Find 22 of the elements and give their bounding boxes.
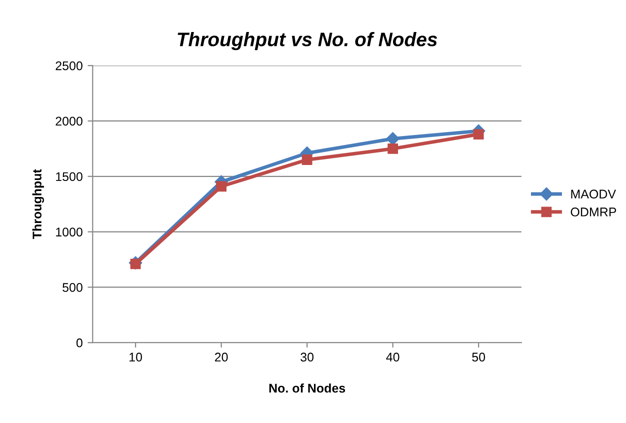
x-tick-label: 30: [300, 352, 314, 362]
x-tick-label: 50: [472, 352, 486, 362]
point: [130, 258, 141, 270]
y-tick-label: 500: [62, 283, 82, 292]
legend-label: MAODV: [571, 190, 616, 198]
point: [386, 132, 400, 146]
x-tick-label: 20: [214, 352, 228, 362]
point: [302, 154, 312, 165]
point: [216, 181, 226, 192]
y-tick-label: 2000: [56, 116, 82, 126]
y-axis-title: Throughput: [32, 169, 44, 240]
point: [473, 129, 484, 140]
y-tick-label: 1000: [56, 228, 82, 236]
y-tick-label: 0: [76, 338, 82, 348]
chart-title: Throughput vs No. of Nodes: [178, 32, 438, 50]
x-tick-label: 10: [130, 352, 142, 362]
y-tick-label: 1500: [56, 172, 82, 182]
x-tick-label: 40: [386, 352, 400, 362]
y-tick-label: 2500: [56, 61, 82, 70]
x-axis-title: No. of Nodes: [269, 383, 346, 393]
legend-label: ODMRP: [570, 208, 616, 216]
point: [388, 143, 398, 154]
